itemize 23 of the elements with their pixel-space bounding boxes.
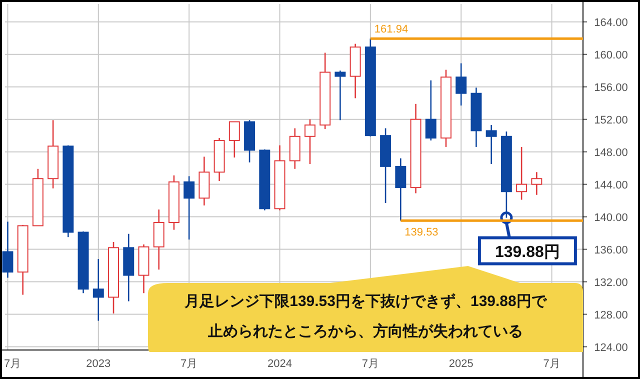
ref-line-label: 161.94: [374, 24, 408, 36]
y-tick-label: 128.00: [594, 309, 628, 322]
x-tick-label: 7月: [4, 358, 22, 370]
y-tick-label: 136.00: [594, 244, 628, 256]
y-tick-label: 152.00: [594, 114, 628, 126]
x-tick-label: 2025: [448, 358, 474, 370]
y-tick-label: 132.00: [594, 276, 628, 289]
annotation: 139.88円: [494, 244, 560, 261]
y-tick-label: 160.00: [594, 49, 628, 62]
x-tick-label: 7月: [362, 358, 379, 370]
y-tick-label: 156.00: [594, 82, 628, 94]
y-tick-label: 144.00: [594, 179, 628, 192]
over: 139.88円: [478, 236, 577, 266]
y-tick-label: 148.00: [594, 146, 628, 159]
ref-line-label: 139.53: [404, 226, 438, 239]
annotation: 月足レンジ下限139.53円を下抜けできず、139.88円で止められたところから、方向性が失われている: [184, 292, 548, 342]
x-tick-label: 7月: [180, 358, 198, 370]
y-tick-label: 140.00: [594, 212, 628, 224]
x-tick-label: 2024: [268, 358, 292, 370]
x-tick-label: 2023: [86, 358, 111, 370]
x-tick-label: 7月: [543, 358, 560, 370]
y-tick-label: 124.00: [594, 342, 628, 354]
y-tick-label: 164.00: [594, 16, 628, 29]
